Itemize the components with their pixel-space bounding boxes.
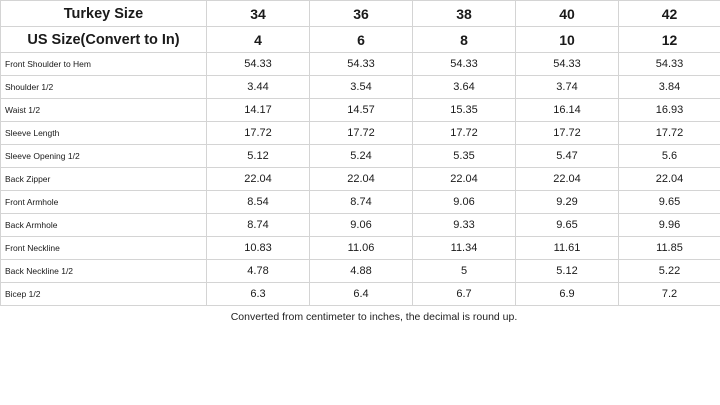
cell-value: 16.14 — [515, 98, 619, 122]
cell-value: 5 — [412, 259, 516, 283]
cell-value: 9.29 — [515, 190, 619, 214]
cell-value: 15.35 — [412, 98, 516, 122]
table-row: Bicep 1/2 6.3 6.4 6.7 6.9 7.2 — [0, 282, 720, 306]
cell-value: 6.4 — [309, 282, 413, 306]
cell-value: 14.57 — [309, 98, 413, 122]
cell-value: 38 — [412, 0, 516, 27]
row-label: Back Armhole — [0, 213, 207, 237]
cell-value: 8.54 — [206, 190, 310, 214]
cell-value: 54.33 — [412, 52, 516, 76]
row-label: Sleeve Opening 1/2 — [0, 144, 207, 168]
cell-value: 54.33 — [618, 52, 720, 76]
row-label: Sleeve Length — [0, 121, 207, 145]
cell-value: 5.6 — [618, 144, 720, 168]
cell-value: 9.06 — [412, 190, 516, 214]
size-chart-table: Turkey Size 34 36 38 40 42 US Size(Convert to … — [0, 0, 720, 306]
cell-value: 5.12 — [515, 259, 619, 283]
cell-value: 10 — [515, 26, 619, 53]
row-label: Front Neckline — [0, 236, 207, 260]
turkey-size-header-row: Turkey Size 34 36 38 40 42 — [0, 0, 720, 27]
table-row: Front Armhole 8.54 8.74 9.06 9.29 9.65 — [0, 190, 720, 214]
row-label: Front Shoulder to Hem — [0, 52, 207, 76]
cell-value: 22.04 — [515, 167, 619, 191]
table-row: Back Neckline 1/2 4.78 4.88 5 5.12 5.22 — [0, 259, 720, 283]
cell-value: 9.65 — [515, 213, 619, 237]
cell-value: 17.72 — [309, 121, 413, 145]
row-label: Turkey Size — [0, 0, 207, 27]
table-row: Back Armhole 8.74 9.06 9.33 9.65 9.96 — [0, 213, 720, 237]
cell-value: 3.54 — [309, 75, 413, 99]
cell-value: 5.47 — [515, 144, 619, 168]
cell-value: 9.96 — [618, 213, 720, 237]
row-label: Front Armhole — [0, 190, 207, 214]
cell-value: 34 — [206, 0, 310, 27]
cell-value: 11.34 — [412, 236, 516, 260]
cell-value: 11.06 — [309, 236, 413, 260]
row-label: US Size(Convert to In) — [0, 26, 207, 53]
cell-value: 17.72 — [412, 121, 516, 145]
cell-value: 12 — [618, 26, 720, 53]
cell-value: 4 — [206, 26, 310, 53]
cell-value: 54.33 — [515, 52, 619, 76]
table-row: Front Shoulder to Hem 54.33 54.33 54.33 54.3… — [0, 52, 720, 76]
row-label: Shoulder 1/2 — [0, 75, 207, 99]
cell-value: 9.65 — [618, 190, 720, 214]
cell-value: 3.84 — [618, 75, 720, 99]
cell-value: 5.24 — [309, 144, 413, 168]
cell-value: 6.7 — [412, 282, 516, 306]
cell-value: 54.33 — [206, 52, 310, 76]
cell-value: 22.04 — [618, 167, 720, 191]
table-row: Front Neckline 10.83 11.06 11.34 11.61 11.85 — [0, 236, 720, 260]
row-label: Waist 1/2 — [0, 98, 207, 122]
cell-value: 36 — [309, 0, 413, 27]
row-label: Back Zipper — [0, 167, 207, 191]
row-label: Back Neckline 1/2 — [0, 259, 207, 283]
cell-value: 9.33 — [412, 213, 516, 237]
cell-value: 11.61 — [515, 236, 619, 260]
cell-value: 17.72 — [515, 121, 619, 145]
cell-value: 6.9 — [515, 282, 619, 306]
cell-value: 3.64 — [412, 75, 516, 99]
cell-value: 8.74 — [206, 213, 310, 237]
row-label: Bicep 1/2 — [0, 282, 207, 306]
cell-value: 8 — [412, 26, 516, 53]
conversion-note: Converted from centimeter to inches, the… — [230, 311, 518, 323]
cell-value: 40 — [515, 0, 619, 27]
cell-value: 17.72 — [618, 121, 720, 145]
cell-value: 5.22 — [618, 259, 720, 283]
cell-value: 3.44 — [206, 75, 310, 99]
table-row: Waist 1/2 14.17 14.57 15.35 16.14 16.93 — [0, 98, 720, 122]
table-row: Back Zipper 22.04 22.04 22.04 22.04 22.04 — [0, 167, 720, 191]
cell-value: 6.3 — [206, 282, 310, 306]
cell-value: 54.33 — [309, 52, 413, 76]
cell-value: 14.17 — [206, 98, 310, 122]
table-row: Shoulder 1/2 3.44 3.54 3.64 3.74 3.84 — [0, 75, 720, 99]
cell-value: 5.12 — [206, 144, 310, 168]
cell-value: 22.04 — [309, 167, 413, 191]
cell-value: 8.74 — [309, 190, 413, 214]
cell-value: 6 — [309, 26, 413, 53]
cell-value: 10.83 — [206, 236, 310, 260]
cell-value: 22.04 — [206, 167, 310, 191]
cell-value: 4.78 — [206, 259, 310, 283]
cell-value: 16.93 — [618, 98, 720, 122]
cell-value: 3.74 — [515, 75, 619, 99]
cell-value: 7.2 — [618, 282, 720, 306]
cell-value: 42 — [618, 0, 720, 27]
cell-value: 4.88 — [309, 259, 413, 283]
cell-value: 11.85 — [618, 236, 720, 260]
cell-value: 22.04 — [412, 167, 516, 191]
cell-value: 17.72 — [206, 121, 310, 145]
cell-value: 5.35 — [412, 144, 516, 168]
table-row: Sleeve Opening 1/2 5.12 5.24 5.35 5.47 5.6 — [0, 144, 720, 168]
us-size-header-row: US Size(Convert to In) 4 6 8 10 12 — [0, 26, 720, 53]
cell-value: 9.06 — [309, 213, 413, 237]
table-row: Sleeve Length 17.72 17.72 17.72 17.72 17.72 — [0, 121, 720, 145]
